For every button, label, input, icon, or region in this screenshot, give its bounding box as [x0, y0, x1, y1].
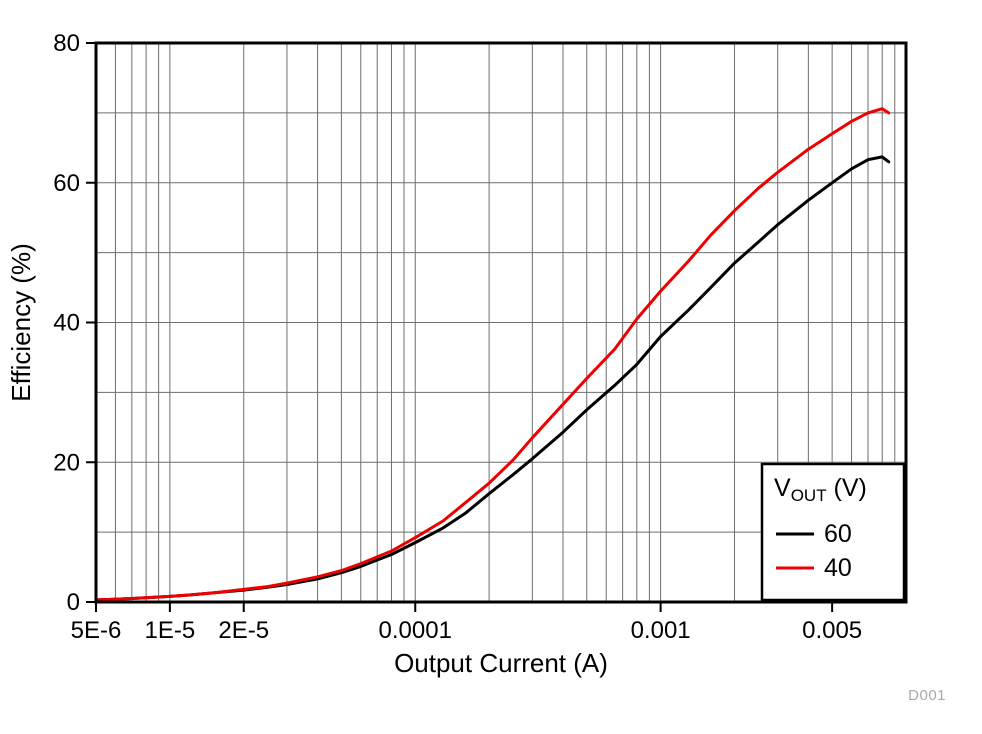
- y-tick-label: 60: [53, 170, 80, 197]
- y-tick-label: 40: [53, 310, 80, 337]
- legend-label-40: 40: [824, 554, 852, 582]
- y-tick-label: 20: [53, 449, 80, 476]
- legend-box: [760, 462, 906, 602]
- x-tick-label: 0.005: [802, 617, 862, 644]
- x-tick-label: 1E-5: [145, 617, 196, 644]
- x-tick-label: 0.001: [631, 617, 691, 644]
- plot-frame: [94, 41, 908, 604]
- y-tick-label: 0: [67, 589, 80, 616]
- legend-label-60: 60: [824, 520, 852, 548]
- x-tick-label: 5E-6: [71, 617, 122, 644]
- x-axis-title: Output Current (A): [394, 648, 608, 678]
- x-tick-label: 0.0001: [379, 617, 452, 644]
- y-tick-label: 80: [53, 30, 80, 57]
- figure-watermark: D001: [908, 687, 946, 704]
- y-axis-title: Efficiency (%): [6, 243, 36, 401]
- x-tick-label: 2E-5: [218, 617, 269, 644]
- series-line-40: [94, 107, 891, 602]
- legend-title: VOUT (V): [774, 474, 867, 505]
